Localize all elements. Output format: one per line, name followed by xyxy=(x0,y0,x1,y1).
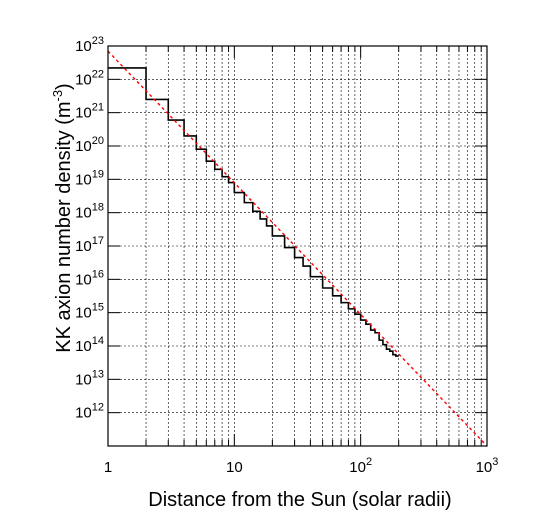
y-tick-label-exponent: 13 xyxy=(92,368,104,380)
y-tick-label: 1014 xyxy=(75,335,104,355)
y-tick-label: 1015 xyxy=(75,302,104,322)
y-tick-label: 1020 xyxy=(75,135,104,155)
y-tick-label-exponent: 19 xyxy=(92,168,104,180)
x-tick-label: 102 xyxy=(349,456,372,476)
y-tick-label-base: 10 xyxy=(75,371,92,388)
density-histogram-line xyxy=(108,67,399,357)
y-tick-label-exponent: 17 xyxy=(92,235,104,247)
x-tick-labels: 1 10 102 103 xyxy=(104,456,499,476)
y-tick-label-base: 10 xyxy=(75,238,92,255)
y-tick-label-base: 10 xyxy=(75,38,92,55)
y-axis-title-close: ) xyxy=(53,83,75,90)
x-axis-title: Distance from the Sun (solar radii) xyxy=(148,489,451,511)
y-tick-label-exponent: 23 xyxy=(92,35,104,47)
y-tick-label-base: 10 xyxy=(75,405,92,422)
y-tick-label: 1023 xyxy=(75,35,104,55)
y-tick-label-base: 10 xyxy=(75,205,92,222)
y-tick-label-exponent: 20 xyxy=(92,135,104,147)
y-tick-label-base: 10 xyxy=(75,271,92,288)
y-tick-label-base: 10 xyxy=(75,138,92,155)
y-tick-label-base: 10 xyxy=(75,171,92,188)
y-tick-label-base: 10 xyxy=(75,105,92,122)
y-tick-label: 1017 xyxy=(75,235,104,255)
y-tick-label-exponent: 14 xyxy=(92,335,104,347)
y-tick-label-exponent: 12 xyxy=(92,402,104,414)
y-axis-title-main: KK axion number density (m xyxy=(53,102,75,353)
y-tick-label-base: 10 xyxy=(75,338,92,355)
y-axis-title: KK axion number density (m-3) xyxy=(50,83,75,352)
y-axis-title-exponent: -3 xyxy=(50,90,65,102)
x-tick-label-exponent: 3 xyxy=(492,456,498,468)
x-tick-label-exponent: 2 xyxy=(366,456,372,468)
y-tick-labels: 1012101310141015101610171018101910201021… xyxy=(75,35,104,422)
grid xyxy=(108,46,487,446)
x-tick-label-base: 1 xyxy=(104,459,112,476)
y-tick-label: 1022 xyxy=(75,68,104,88)
y-tick-label: 1016 xyxy=(75,268,104,288)
x-tick-label: 1 xyxy=(104,459,112,476)
y-tick-label-exponent: 22 xyxy=(92,68,104,80)
y-tick-label-exponent: 16 xyxy=(92,268,104,280)
x-tick-label-base: 10 xyxy=(226,459,243,476)
y-tick-label-exponent: 15 xyxy=(92,302,104,314)
y-tick-label-exponent: 21 xyxy=(92,102,104,114)
x-tick-label: 10 xyxy=(226,459,243,476)
x-tick-label-base: 10 xyxy=(349,459,366,476)
y-tick-label: 1012 xyxy=(75,402,104,422)
y-tick-label-exponent: 18 xyxy=(92,202,104,214)
y-tick-label: 1019 xyxy=(75,168,104,188)
x-tick-label-base: 10 xyxy=(476,459,493,476)
y-tick-label: 1013 xyxy=(75,368,104,388)
y-tick-label: 1018 xyxy=(75,202,104,222)
y-tick-label: 1021 xyxy=(75,102,104,122)
x-tick-label: 103 xyxy=(476,456,499,476)
y-tick-label-base: 10 xyxy=(75,305,92,322)
plot-frame xyxy=(107,45,488,447)
y-tick-label-base: 10 xyxy=(75,71,92,88)
power-law-fit-line xyxy=(107,50,488,447)
series-layer xyxy=(107,50,488,447)
